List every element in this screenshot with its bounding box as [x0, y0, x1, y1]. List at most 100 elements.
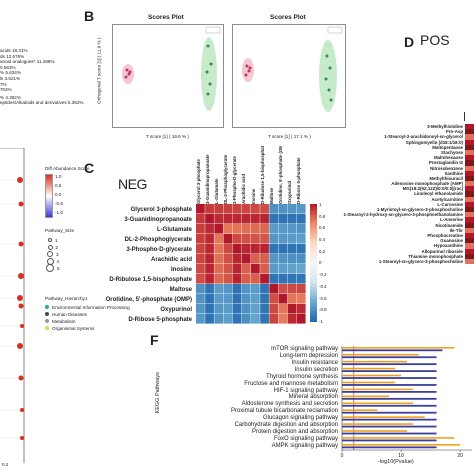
pos-metabolite-label: Linoleoyl ethanolamide [414, 191, 463, 197]
diff-tick: -0.5 [55, 200, 63, 206]
heatmap-cell [278, 264, 288, 274]
heatmap-cell [287, 284, 297, 294]
heatmap-cell [287, 244, 297, 254]
kegg-bar-orange [342, 367, 396, 370]
heatmap-cell [214, 264, 224, 274]
pos-heat-cell [465, 181, 474, 187]
kegg-bar-navy [342, 384, 437, 386]
left-dot [17, 177, 23, 183]
kegg-bar-orange [342, 353, 419, 356]
heatmap-cell [196, 254, 205, 264]
heatmap-cell [296, 274, 306, 284]
pathway-hierarchy-title: Pathway_Hierarchy1 [45, 296, 88, 301]
category-line: % 5.634% [0, 70, 21, 76]
heatmap-cell [232, 264, 242, 274]
pos-metabolite-label: 3-Methylhistidine [427, 124, 463, 129]
heatmap-cell [278, 234, 288, 244]
kegg-bar-navy [342, 411, 437, 414]
kegg-bar-orange [342, 409, 378, 411]
diff-abundance-colorbar [45, 173, 53, 218]
pos-metabolite-label: Guanosine [440, 238, 463, 244]
kegg-bar-orange [342, 395, 390, 398]
heatmap-cell [296, 294, 306, 304]
correlation-heatmap [196, 204, 306, 324]
pos-metabolite-label: Hypoxanthine [433, 243, 463, 249]
heatmap-cell [196, 304, 205, 314]
heatmap-cell [205, 274, 214, 284]
left-dot [17, 343, 23, 349]
heatmap-cell [214, 244, 224, 254]
kegg-pathway-label: Glucagon signaling pathway [262, 415, 338, 422]
kegg-bar-chart: 0 10 20 [341, 346, 472, 458]
kegg-pathway-label: Proximal tubule bicarbonate reclamation [230, 408, 338, 415]
scores-plot-2 [232, 24, 346, 128]
pos-heat-cell [465, 227, 474, 233]
left-dot [18, 241, 24, 247]
size-item: 4 [56, 258, 60, 264]
heatmap-cell [260, 274, 269, 284]
heatmap-row-label: Oxypurinol [160, 307, 192, 313]
heatmap-cell [214, 294, 224, 304]
heatmap-cell [223, 284, 233, 294]
pos-heat-cell [465, 170, 474, 176]
heatmap-cell [196, 234, 205, 244]
heatmap-scale-tick: 0.8 [319, 213, 326, 219]
pos-metabolite-label: 1-Myristoyl-sn-glycero-3-phosphocholine [376, 207, 463, 212]
pos-metabolite-label: Prostaglandin I2 [428, 160, 463, 166]
kegg-pathway-label: Insulin resistance [291, 359, 338, 366]
heatmap-cell [260, 314, 269, 324]
left-dot [17, 295, 23, 301]
heatmap-cell [223, 294, 233, 304]
pos-heat-cell [465, 134, 474, 140]
heatmap-cell [223, 214, 233, 224]
panel-d-pos-tag: POS [420, 32, 450, 48]
heatmap-cell [260, 304, 269, 314]
pos-heat-cell [465, 207, 474, 213]
heatmap-cell [296, 224, 306, 234]
pos-heat-strip [465, 124, 474, 265]
heatmap-cell [287, 304, 297, 314]
heatmap-scale-tick: 0.2 [319, 248, 326, 254]
category-line: 0.563% [0, 64, 16, 70]
heatmap-cell [269, 214, 279, 224]
pos-metabolite-label: Methylthiouracil [429, 175, 463, 181]
heatmap-cell [296, 284, 306, 294]
kegg-bar-orange [342, 444, 461, 446]
heatmap-cell [196, 204, 205, 214]
size-item: 5 [57, 265, 60, 271]
pos-heat-cell [465, 222, 474, 228]
heatmap-cell [278, 274, 288, 284]
heatmap-column-label: Glycerol 3-phosphate [195, 159, 201, 204]
pos-heat-cell [465, 201, 474, 207]
category-line: eptides/Alkaloids and derivatives 5.352% [0, 100, 84, 106]
heatmap-cell [232, 254, 242, 264]
heatmap-cell [278, 304, 288, 314]
heatmap-cell [269, 224, 279, 234]
scores-plot-1 [112, 24, 224, 128]
heatmap-cell [232, 304, 242, 314]
plot-legend-box [327, 26, 343, 34]
diff-abundance-legend: Diff.Abundance.Score 1.0 0.5 0.0 -0.5 -1… [45, 166, 90, 218]
heatmap-cell [296, 254, 306, 264]
pos-heat-cell [465, 155, 474, 161]
heatmap-cell [196, 244, 205, 254]
heatmap-cell [287, 214, 297, 224]
heatmap-cell [251, 294, 260, 304]
heatmap-row-labels: Glycerol 3-phosphate 3-Guanidinopropanoat… [86, 205, 192, 325]
scores-x-label-2: T score [1] ( 17.1 % ) [268, 134, 311, 139]
heatmap-cell [232, 204, 242, 214]
kegg-bar-navy [342, 432, 437, 435]
heatmap-cell [296, 204, 306, 214]
heatmap-cell [287, 274, 297, 284]
pos-metabolite-label: 1-Stearoyl-2-hydroxy-sn-glycero-3-phosph… [343, 212, 463, 218]
heatmap-cell [223, 254, 233, 264]
heatmap-cell [223, 224, 233, 234]
heatmap-scale: 1 0.8 0.6 0.4 0.2 0 -0.2 -0.4 -0.6 -0.8 -1 [310, 202, 327, 324]
heatmap-cell [205, 304, 214, 314]
heatmap-scale-tick: -0.4 [319, 283, 327, 289]
heatmap-cell [241, 214, 251, 224]
heatmap-cell [196, 314, 205, 324]
heatmap-scale-tick: 0.4 [319, 237, 326, 243]
heatmap-cell [205, 264, 214, 274]
heatmap-cell [214, 204, 224, 214]
